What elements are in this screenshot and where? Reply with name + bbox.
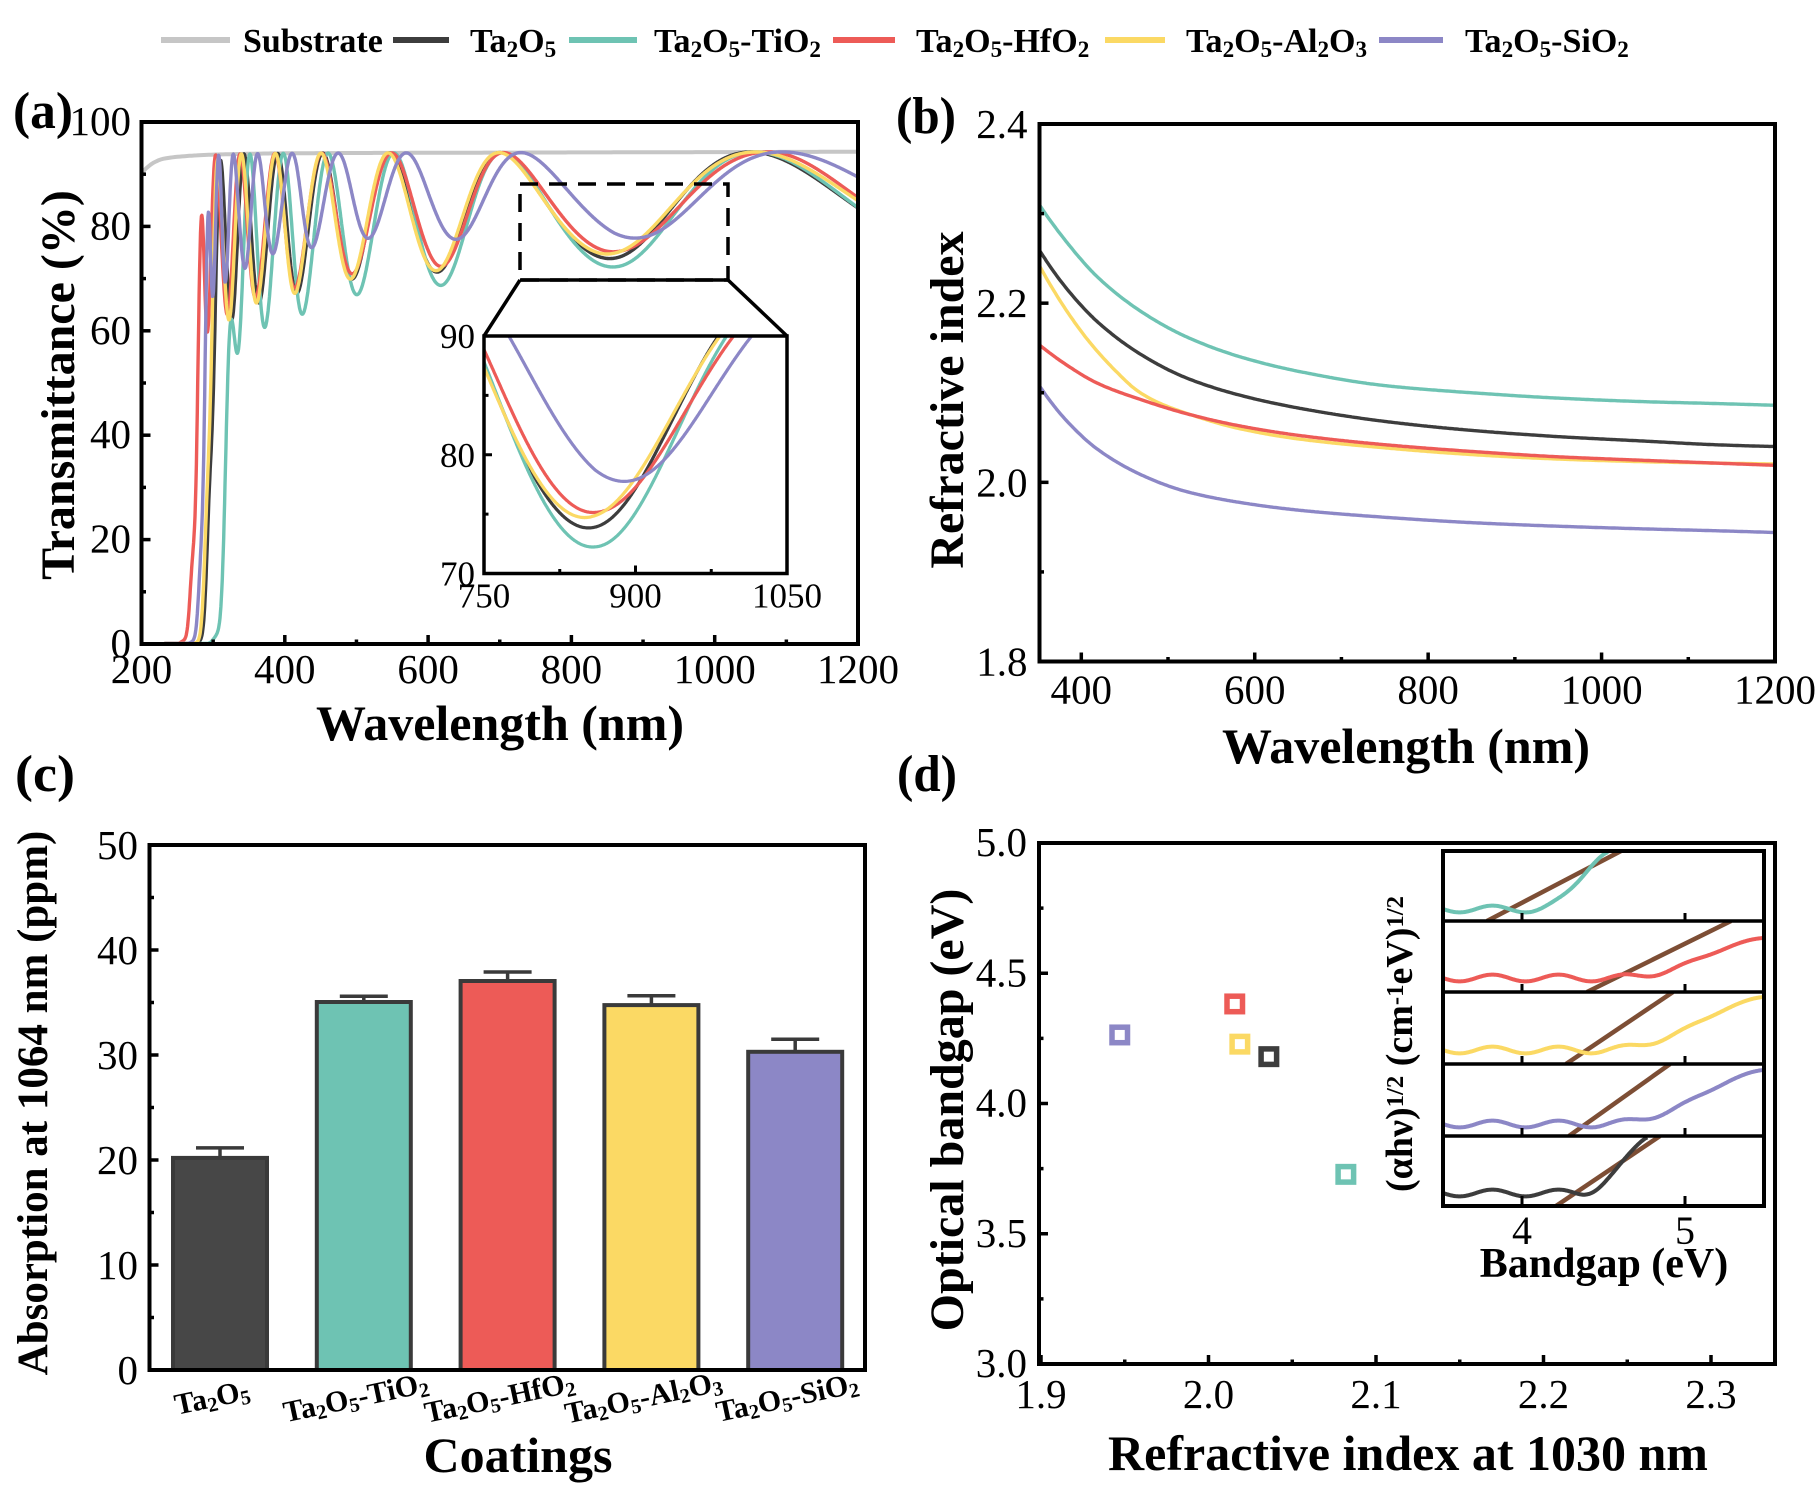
svg-text:(b): (b) (896, 88, 956, 145)
svg-text:600: 600 (397, 646, 459, 692)
svg-text:3.0: 3.0 (976, 1340, 1027, 1386)
svg-text:2.0: 2.0 (1183, 1371, 1234, 1417)
svg-text:Ta2O5-HfO2: Ta2O5-HfO2 (421, 1366, 578, 1432)
svg-text:100: 100 (70, 98, 132, 144)
svg-text:20: 20 (97, 1137, 138, 1183)
svg-text:2.2: 2.2 (976, 280, 1027, 326)
svg-text:70: 70 (440, 555, 475, 594)
svg-text:1000: 1000 (674, 646, 756, 692)
svg-text:Ta2O5: Ta2O5 (171, 1374, 253, 1424)
svg-text:(αhν)1/2 (cm-1eV)1/2: (αhν)1/2 (cm-1eV)1/2 (1379, 896, 1421, 1192)
svg-text:2.0: 2.0 (976, 459, 1027, 505)
svg-text:Ta2O5-HfO2: Ta2O5-HfO2 (916, 23, 1089, 63)
svg-text:60: 60 (90, 307, 131, 353)
svg-text:10: 10 (97, 1242, 138, 1288)
svg-text:600: 600 (1224, 667, 1286, 713)
svg-text:400: 400 (1051, 667, 1113, 713)
svg-text:(c): (c) (15, 746, 75, 803)
svg-text:Bandgap (eV): Bandgap (eV) (1480, 1241, 1729, 1287)
svg-text:1200: 1200 (1734, 667, 1816, 713)
svg-text:2.2: 2.2 (1518, 1371, 1569, 1417)
svg-text:4.0: 4.0 (976, 1080, 1027, 1126)
svg-text:90: 90 (440, 317, 475, 356)
svg-text:2.3: 2.3 (1685, 1371, 1736, 1417)
svg-text:Substrate: Substrate (243, 23, 383, 60)
svg-text:1200: 1200 (817, 646, 899, 692)
svg-text:4: 4 (1512, 1208, 1532, 1253)
svg-text:900: 900 (609, 577, 662, 616)
svg-text:Ta2O5-TiO2: Ta2O5-TiO2 (654, 23, 821, 63)
svg-text:Ta2O5-Al2O3: Ta2O5-Al2O3 (1186, 23, 1367, 63)
svg-text:1.9: 1.9 (1015, 1371, 1066, 1417)
svg-text:50: 50 (97, 822, 138, 868)
svg-text:Absorption at 1064 nm (ppm): Absorption at 1064 nm (ppm) (10, 831, 57, 1376)
svg-text:30: 30 (97, 1032, 138, 1078)
svg-text:1000: 1000 (1561, 667, 1643, 713)
svg-text:80: 80 (90, 202, 131, 248)
svg-text:1050: 1050 (752, 577, 822, 616)
svg-text:Optical bandgap (eV): Optical bandgap (eV) (921, 889, 974, 1332)
svg-text:0: 0 (118, 1347, 139, 1393)
svg-text:Coatings: Coatings (424, 1427, 613, 1483)
svg-text:400: 400 (254, 646, 316, 692)
svg-text:5: 5 (1675, 1208, 1695, 1253)
svg-text:5.0: 5.0 (976, 819, 1027, 865)
svg-text:750: 750 (458, 577, 511, 616)
svg-text:3.5: 3.5 (976, 1210, 1027, 1256)
svg-text:Ta2O5: Ta2O5 (470, 23, 556, 63)
svg-text:800: 800 (541, 646, 603, 692)
svg-text:Refractive index at 1030 nm: Refractive index at 1030 nm (1108, 1425, 1708, 1481)
svg-text:800: 800 (1397, 667, 1459, 713)
svg-text:2.4: 2.4 (976, 101, 1027, 147)
svg-text:2.1: 2.1 (1350, 1371, 1401, 1417)
svg-text:4.5: 4.5 (976, 949, 1027, 995)
svg-text:(a): (a) (13, 83, 73, 140)
svg-text:Wavelength (nm): Wavelength (nm) (316, 695, 684, 751)
svg-text:Transmittance (%): Transmittance (%) (32, 190, 85, 580)
svg-text:80: 80 (440, 436, 475, 475)
svg-text:1.8: 1.8 (976, 639, 1027, 685)
svg-text:40: 40 (90, 411, 131, 457)
svg-text:Refractive index: Refractive index (921, 231, 974, 568)
svg-text:Wavelength (nm): Wavelength (nm) (1222, 718, 1590, 774)
svg-text:(d): (d) (897, 746, 957, 803)
svg-text:40: 40 (97, 927, 138, 973)
svg-text:0: 0 (111, 620, 132, 666)
svg-text:20: 20 (90, 516, 131, 562)
svg-text:Ta2O5-SiO2: Ta2O5-SiO2 (1465, 23, 1629, 63)
svg-text:200: 200 (111, 646, 173, 692)
